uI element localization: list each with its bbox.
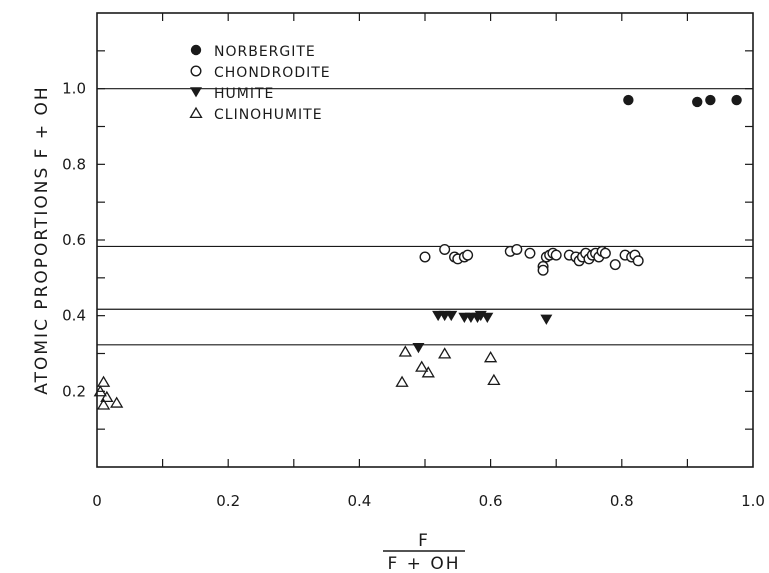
x-axis-label-denominator: F + OH bbox=[388, 554, 461, 573]
clinohumite-point bbox=[93, 385, 107, 397]
x-axis-label: F F + OH bbox=[383, 531, 465, 573]
reference-lines bbox=[97, 88, 753, 346]
y-tick-label: 0.8 bbox=[62, 155, 86, 173]
humite-point bbox=[412, 343, 425, 354]
chondrodite-point bbox=[632, 255, 644, 267]
x-tick-label: 0.8 bbox=[610, 492, 634, 510]
legend-marker-norbergite bbox=[190, 44, 202, 56]
clinohumite-point bbox=[438, 347, 452, 359]
chondrodite-point bbox=[609, 259, 621, 271]
clinohumite-point bbox=[110, 396, 124, 408]
x-tick-label: 0.6 bbox=[479, 492, 503, 510]
chondrodite-point bbox=[550, 249, 562, 261]
clinohumite-point bbox=[415, 360, 429, 372]
chondrodite-point bbox=[537, 264, 549, 276]
legend-marker-humite bbox=[190, 87, 202, 98]
norbergite-point bbox=[705, 94, 716, 106]
x-tick-label: 0.2 bbox=[216, 492, 240, 510]
legend-label-clinohumite: CLINOHUMITE bbox=[214, 107, 323, 123]
chondrodite-point bbox=[599, 247, 611, 259]
x-tick-label: 1.0 bbox=[741, 492, 765, 510]
clinohumite-point bbox=[395, 375, 409, 387]
legend-label-humite: HUMITE bbox=[214, 86, 274, 102]
data-points bbox=[93, 94, 742, 410]
chondrodite-point bbox=[439, 243, 451, 255]
y-axis: 0.2 0.4 0.6 0.8 1.0 bbox=[62, 50, 753, 430]
x-tick-label: 0 bbox=[92, 492, 102, 510]
x-axis: 0 0.2 0.4 0.6 0.8 1.0 bbox=[92, 13, 765, 510]
norbergite-point bbox=[623, 94, 634, 106]
chondrodite-point bbox=[524, 247, 536, 259]
chondrodite-point bbox=[462, 249, 474, 261]
clinohumite-point bbox=[398, 345, 412, 357]
clinohumite-point bbox=[96, 398, 111, 410]
x-tick-label: 0.4 bbox=[347, 492, 371, 510]
clinohumite-point bbox=[487, 373, 501, 386]
clinohumite-point bbox=[100, 390, 114, 403]
norbergite-point bbox=[692, 96, 703, 108]
norbergite-point bbox=[731, 94, 742, 106]
y-tick-label: 1.0 bbox=[62, 80, 86, 98]
clinohumite-point bbox=[96, 375, 111, 387]
legend-label-chondrodite: CHONDRODITE bbox=[214, 65, 331, 81]
y-axis-label: ATOMIC PROPORTIONS F + OH bbox=[32, 85, 52, 394]
humite-point bbox=[540, 314, 553, 325]
y-tick-label: 0.6 bbox=[62, 231, 86, 249]
legend-marker-chondrodite bbox=[190, 65, 202, 77]
legend-marker-clinohumite bbox=[189, 106, 203, 119]
clinohumite-point bbox=[421, 366, 435, 378]
clinohumite-point bbox=[483, 351, 498, 363]
x-axis-label-numerator: F bbox=[418, 531, 430, 551]
chondrodite-point bbox=[419, 251, 431, 263]
chondrodite-point bbox=[511, 243, 523, 255]
plot-frame bbox=[96, 12, 754, 468]
humite-point bbox=[445, 310, 458, 322]
y-tick-label: 0.2 bbox=[62, 382, 86, 400]
legend-label-norbergite: NORBERGITE bbox=[214, 44, 316, 60]
humite-point bbox=[481, 312, 494, 323]
y-tick-label: 0.4 bbox=[62, 307, 86, 325]
legend: NORBERGITE CHONDRODITE HUMITE CLINOHUMITE bbox=[189, 44, 331, 123]
